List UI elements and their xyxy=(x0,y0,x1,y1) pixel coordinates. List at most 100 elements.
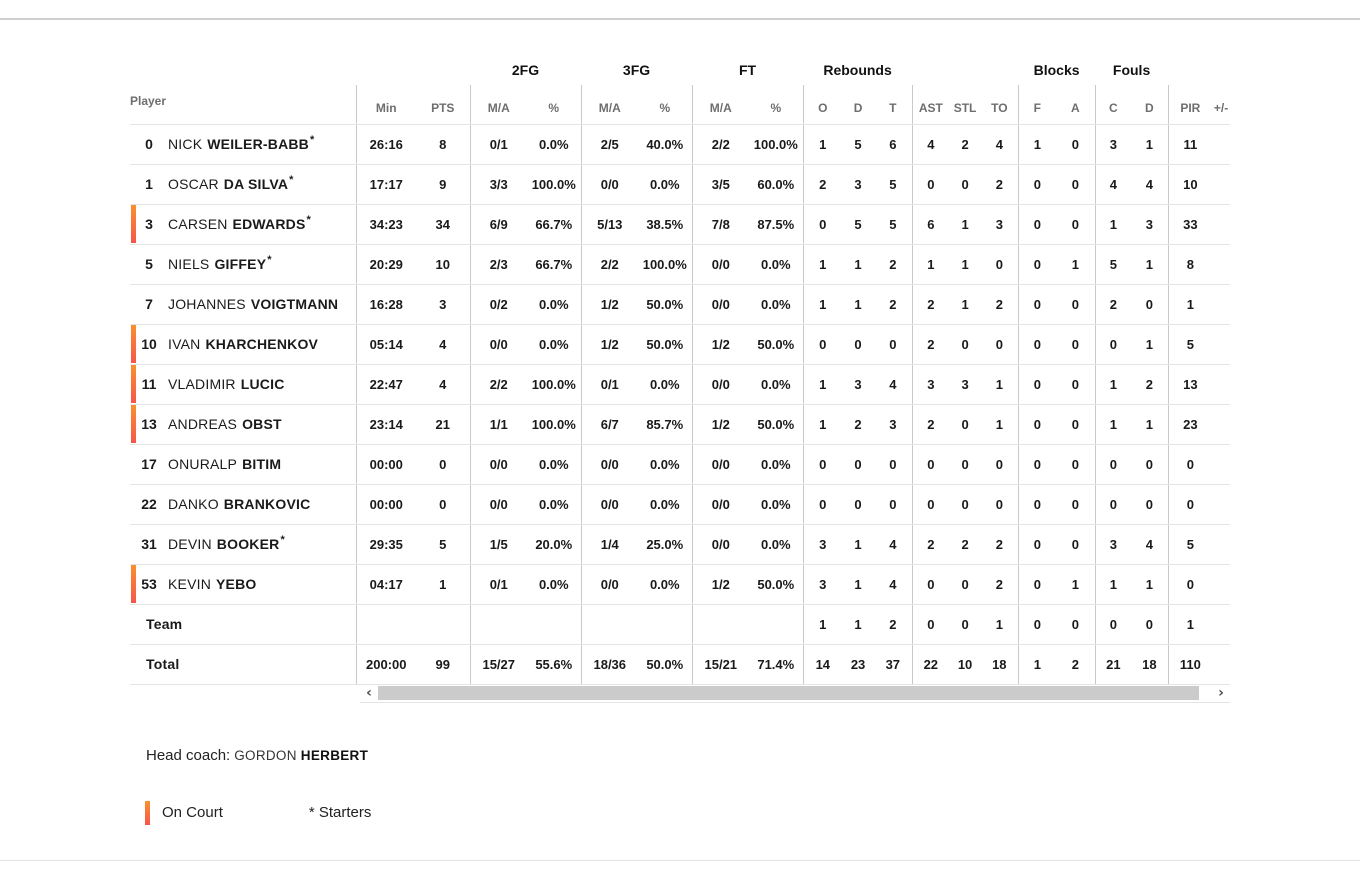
stat-pir: 5 xyxy=(1167,524,1213,565)
legend: On Court * Starters xyxy=(145,800,1360,825)
player-cell[interactable]: 0 NICK WEILER-BABB * xyxy=(130,124,356,165)
player-row[interactable]: 31 DEVIN BOOKER * 29:35 5 1/5 20.0% 1/4 … xyxy=(130,524,1231,565)
player-row[interactable]: 22 DANKO BRANKOVIC 00:00 0 0/0 0.0% 0/0 … xyxy=(130,484,1231,525)
stat-stl: 0 xyxy=(949,564,982,605)
stat-ft-pct: 0.0% xyxy=(749,244,804,285)
scroll-right-button[interactable]: › xyxy=(1212,685,1230,701)
player-row[interactable]: 0 NICK WEILER-BABB * 26:16 8 0/1 0.0% 2/… xyxy=(130,124,1231,165)
stat-foul-d: 2 xyxy=(1131,364,1169,405)
stat-pts: 9 xyxy=(416,164,470,205)
stat-min: 34:23 xyxy=(355,204,416,245)
stat-blk-a: 0 xyxy=(1056,124,1096,165)
scrollbar-thumb[interactable] xyxy=(378,686,1200,700)
player-row[interactable]: 3 CARSEN EDWARDS * 34:23 34 6/9 66.7% 5/… xyxy=(130,204,1231,245)
player-last-name: EDWARDS xyxy=(232,216,306,232)
stat-blk-f: 0 xyxy=(1017,364,1057,405)
stat-ast: 0 xyxy=(911,484,950,525)
stat-2fg-ma: 0/1 xyxy=(469,124,527,165)
stat-stl: 0 xyxy=(949,324,982,365)
stat-3fg-ma: 2/5 xyxy=(580,124,639,165)
stat-pir: 8 xyxy=(1167,244,1213,285)
stat-stl: 0 xyxy=(949,484,982,525)
stat-blk-f: 0 xyxy=(1017,484,1057,525)
stat-pts: 99 xyxy=(416,644,470,685)
player-cell[interactable]: 53 KEVIN YEBO xyxy=(130,564,356,605)
col-foul-c: C xyxy=(1094,85,1132,125)
stat-blk-a: 0 xyxy=(1056,364,1096,405)
scroll-left-button[interactable]: ‹ xyxy=(360,685,378,701)
stats-tbody: 0 NICK WEILER-BABB * 26:16 8 0/1 0.0% 2/… xyxy=(130,124,1231,685)
col-pir: PIR xyxy=(1167,85,1213,125)
player-cell[interactable]: 11 VLADIMIR LUCIC xyxy=(130,364,356,405)
player-row[interactable]: 11 VLADIMIR LUCIC 22:47 4 2/2 100.0% 0/1… xyxy=(130,364,1231,405)
stat-to: 1 xyxy=(981,604,1019,645)
stat-ft-ma: 3/5 xyxy=(691,164,750,205)
stat-ft-ma: 1/2 xyxy=(691,404,750,445)
stat-min: 26:16 xyxy=(355,124,416,165)
stat-foul-c: 3 xyxy=(1094,524,1132,565)
player-first-name: NICK xyxy=(168,136,203,152)
stat-foul-c: 0 xyxy=(1094,444,1132,485)
player-cell: Total xyxy=(130,644,356,685)
stat-ft-ma: 1/2 xyxy=(691,564,750,605)
scrollbar-track[interactable] xyxy=(378,686,1212,700)
player-last-name: KHARCHENKOV xyxy=(205,336,319,352)
player-cell[interactable]: 5 NIELS GIFFEY * xyxy=(130,244,356,285)
stat-2fg-pct: 0.0% xyxy=(527,484,582,525)
stat-reb-o: 14 xyxy=(802,644,843,685)
player-cell[interactable]: 13 ANDREAS OBST xyxy=(130,404,356,445)
jersey-number: 10 xyxy=(141,336,157,352)
stat-3fg-ma: 0/0 xyxy=(580,444,639,485)
stat-pir: 1 xyxy=(1167,284,1213,325)
stat-stl: 2 xyxy=(949,524,982,565)
stat-reb-d: 5 xyxy=(842,204,875,245)
stat-foul-c: 1 xyxy=(1094,364,1132,405)
head-coach-first-name: GORDON xyxy=(234,747,297,763)
stat-3fg-ma: 18/36 xyxy=(580,644,639,685)
player-row[interactable]: 13 ANDREAS OBST 23:14 21 1/1 100.0% 6/7 … xyxy=(130,404,1231,445)
player-row[interactable]: 5 NIELS GIFFEY * 20:29 10 2/3 66.7% 2/2 … xyxy=(130,244,1231,285)
jersey-number: 53 xyxy=(141,576,157,592)
stat-foul-d: 18 xyxy=(1131,644,1169,685)
player-row[interactable]: 10 IVAN KHARCHENKOV 05:14 4 0/0 0.0% 1/2… xyxy=(130,324,1231,365)
stat-3fg-ma: 1/2 xyxy=(580,284,639,325)
player-row[interactable]: 53 KEVIN YEBO 04:17 1 0/1 0.0% 0/0 0.0% … xyxy=(130,564,1231,605)
stat-foul-c: 21 xyxy=(1094,644,1132,685)
horizontal-scrollbar[interactable]: ‹ › xyxy=(360,685,1230,703)
stat-blk-a: 2 xyxy=(1056,644,1096,685)
stat-3fg-pct: 40.0% xyxy=(638,124,693,165)
player-row[interactable]: 17 ONURALP BITIM 00:00 0 0/0 0.0% 0/0 0.… xyxy=(130,444,1231,485)
jersey-number: 11 xyxy=(141,376,157,392)
stat-2fg-ma: 6/9 xyxy=(469,204,527,245)
stat-foul-c: 2 xyxy=(1094,284,1132,325)
stat-min: 23:14 xyxy=(355,404,416,445)
player-cell[interactable]: 17 ONURALP BITIM xyxy=(130,444,356,485)
stat-foul-d: 4 xyxy=(1131,524,1169,565)
stat-blk-a: 0 xyxy=(1056,484,1096,525)
stat-pir: 5 xyxy=(1167,324,1213,365)
stat-reb-o: 1 xyxy=(802,244,843,285)
stat-2fg-ma: 2/2 xyxy=(469,364,527,405)
stat-to: 0 xyxy=(981,444,1019,485)
stat-ft-pct: 87.5% xyxy=(749,204,804,245)
player-cell[interactable]: 7 JOHANNES VOIGTMANN xyxy=(130,284,356,325)
stat-reb-d: 5 xyxy=(842,124,875,165)
player-cell[interactable]: 10 IVAN KHARCHENKOV xyxy=(130,324,356,365)
stat-stl: 10 xyxy=(949,644,982,685)
col-reb-o: O xyxy=(802,85,843,125)
player-last-name: LUCIC xyxy=(240,376,285,392)
player-row[interactable]: 7 JOHANNES VOIGTMANN 16:28 3 0/2 0.0% 1/… xyxy=(130,284,1231,325)
team-row: Team 1 1 2 0 0 1 0 0 0 0 1 xyxy=(130,604,1231,645)
player-cell[interactable]: 3 CARSEN EDWARDS * xyxy=(130,204,356,245)
stat-blk-f: 0 xyxy=(1017,324,1057,365)
stat-foul-c: 4 xyxy=(1094,164,1132,205)
player-row[interactable]: 1 OSCAR DA SILVA * 17:17 9 3/3 100.0% 0/… xyxy=(130,164,1231,205)
col-player: Player xyxy=(130,85,356,125)
player-cell[interactable]: 31 DEVIN BOOKER * xyxy=(130,524,356,565)
player-cell[interactable]: 1 OSCAR DA SILVA * xyxy=(130,164,356,205)
player-cell[interactable]: 22 DANKO BRANKOVIC xyxy=(130,484,356,525)
col-3fg-ma: M/A xyxy=(580,85,639,125)
stat-blk-a: 0 xyxy=(1056,524,1096,565)
stat-ft-pct: 50.0% xyxy=(749,404,804,445)
stat-reb-o: 3 xyxy=(802,524,843,565)
